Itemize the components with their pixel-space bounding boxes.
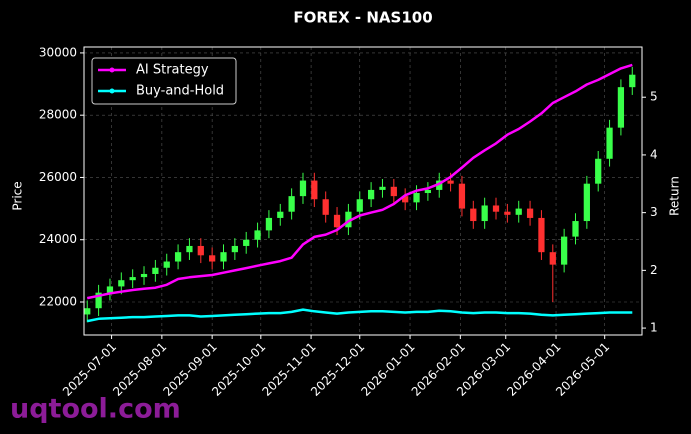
series-line	[86, 308, 633, 323]
candle-body	[299, 180, 307, 197]
y2-tick-label: 4	[650, 147, 658, 161]
y2-tick-label: 5	[650, 90, 658, 104]
y-tick-label: 28000	[39, 108, 77, 122]
series-line	[86, 63, 633, 300]
plot-frame	[83, 46, 643, 336]
y-tick-label: 30000	[39, 45, 77, 59]
candle-body	[470, 208, 477, 222]
candle-body	[311, 180, 318, 200]
candle-body	[288, 196, 295, 212]
candle-body	[367, 189, 375, 200]
legend-label: AI Strategy	[136, 63, 209, 78]
candle-body	[265, 217, 273, 231]
candle-body	[481, 205, 488, 222]
candle-body	[345, 211, 352, 228]
candle-body	[606, 127, 613, 159]
candle-body	[84, 308, 91, 315]
candle-body	[447, 180, 454, 184]
y-tick-label: 26000	[39, 170, 77, 184]
candle-body	[163, 261, 170, 268]
legend-box	[91, 57, 237, 105]
candle-body	[413, 193, 420, 203]
legend-label: Buy-and-Hold	[136, 84, 224, 99]
y2-tick-label: 3	[650, 205, 658, 219]
y2-tick-label: 2	[650, 263, 658, 277]
candle-body	[436, 180, 443, 190]
candle-body	[95, 292, 102, 309]
candle-body	[118, 280, 125, 287]
y-tick-label: 22000	[39, 294, 77, 308]
candle-body	[572, 221, 579, 237]
candle-body	[526, 208, 534, 218]
y2-axis-label: Return	[668, 176, 682, 216]
candle-body	[561, 236, 568, 265]
candle-body	[390, 186, 397, 197]
candle-body	[186, 245, 193, 253]
candle-body	[515, 208, 522, 215]
candle-body	[538, 217, 545, 253]
candle-body	[209, 255, 216, 262]
y-tick-label: 24000	[39, 232, 77, 246]
watermark: uqtool.com	[10, 394, 181, 425]
y2-tick-label: 1	[650, 321, 658, 335]
candle-body	[220, 252, 227, 262]
candle-body	[243, 239, 250, 246]
legend-marker	[109, 88, 115, 94]
candle-body	[152, 267, 159, 274]
candle-body	[402, 196, 409, 203]
candle-body	[231, 245, 238, 253]
candle-body	[629, 74, 636, 88]
candle-body	[549, 252, 556, 265]
candle-body	[504, 211, 511, 215]
candle-body	[322, 199, 329, 215]
candle-body	[424, 189, 432, 194]
candle-body	[333, 214, 341, 228]
candle-body	[254, 230, 261, 240]
chart-title: FOREX - NAS100	[293, 9, 432, 27]
candle-body	[595, 158, 602, 184]
candle-body	[356, 199, 363, 212]
y-axis-label: Price	[11, 181, 25, 210]
candle-body	[277, 211, 284, 218]
candle-body	[458, 183, 466, 209]
candle-body	[379, 186, 386, 190]
candle-body	[492, 205, 500, 212]
legend-marker	[109, 67, 115, 73]
candle-body	[140, 273, 148, 278]
candle-body	[174, 252, 182, 262]
candle-body	[617, 87, 625, 128]
candle-body	[106, 286, 114, 293]
candle-body	[583, 183, 590, 222]
candle-body	[197, 245, 204, 256]
candle-body	[129, 277, 136, 281]
